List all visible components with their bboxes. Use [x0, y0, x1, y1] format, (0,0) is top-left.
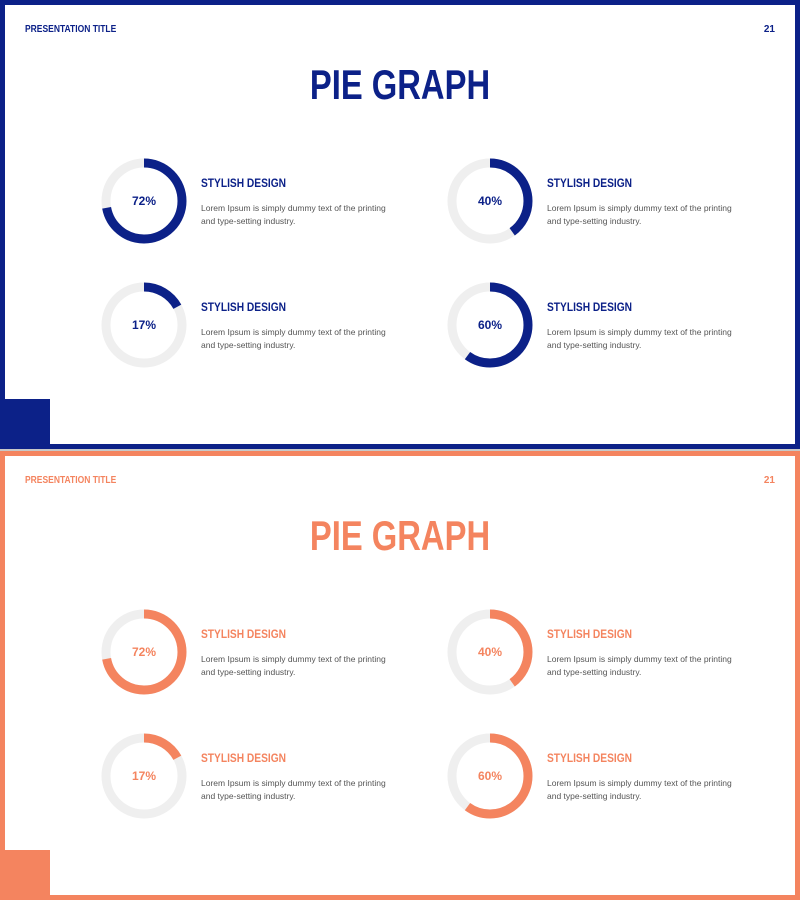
- pie-item: 60% STYLISH DESIGN Lorem Ipsum is simply…: [445, 280, 785, 370]
- slide-heading: PIE GRAPH: [309, 61, 491, 108]
- pie-item: 72% STYLISH DESIGN Lorem Ipsum is simply…: [99, 607, 439, 697]
- slide: PRESENTATION TITLE 21 PIE GRAPH 72% STYL…: [0, 451, 800, 900]
- percent-label: 40%: [477, 194, 503, 208]
- percent-label: 72%: [131, 645, 157, 659]
- percent-label: 17%: [131, 318, 157, 332]
- donut-value-arc: [101, 733, 187, 819]
- page-number: 21: [763, 475, 775, 486]
- donut-chart: [447, 609, 533, 695]
- percent-label: 60%: [477, 769, 503, 783]
- donut-value-arc: [447, 158, 533, 244]
- item-title: STYLISH DESIGN: [547, 627, 633, 641]
- pie-item: 72% STYLISH DESIGN Lorem Ipsum is simply…: [99, 156, 439, 246]
- item-description: Lorem Ipsum is simply dummy text of the …: [547, 654, 732, 677]
- item-description: Lorem Ipsum is simply dummy text of the …: [201, 654, 386, 677]
- item-description: Lorem Ipsum is simply dummy text of the …: [547, 327, 732, 350]
- pie-item: 17% STYLISH DESIGN Lorem Ipsum is simply…: [99, 731, 439, 821]
- page-number: 21: [763, 24, 775, 35]
- item-title: STYLISH DESIGN: [201, 300, 287, 314]
- presentation-title: PRESENTATION TITLE: [25, 24, 117, 35]
- item-title: STYLISH DESIGN: [547, 300, 633, 314]
- item-description: Lorem Ipsum is simply dummy text of the …: [547, 778, 732, 801]
- item-title: STYLISH DESIGN: [547, 751, 633, 765]
- donut-value-arc: [101, 158, 187, 244]
- slide: PRESENTATION TITLE 21 PIE GRAPH 72% STYL…: [0, 0, 800, 449]
- item-title: STYLISH DESIGN: [201, 176, 287, 190]
- pie-item: 60% STYLISH DESIGN Lorem Ipsum is simply…: [445, 731, 785, 821]
- slide-heading: PIE GRAPH: [309, 512, 491, 559]
- percent-label: 72%: [131, 194, 157, 208]
- donut-value-arc: [101, 282, 187, 368]
- item-description: Lorem Ipsum is simply dummy text of the …: [201, 778, 386, 801]
- donut-chart: [447, 282, 533, 368]
- presentation-title: PRESENTATION TITLE: [25, 475, 117, 486]
- pie-item: 40% STYLISH DESIGN Lorem Ipsum is simply…: [445, 607, 785, 697]
- pie-item: 17% STYLISH DESIGN Lorem Ipsum is simply…: [99, 280, 439, 370]
- item-description: Lorem Ipsum is simply dummy text of the …: [547, 203, 732, 226]
- donut-value-arc: [447, 282, 533, 368]
- item-description: Lorem Ipsum is simply dummy text of the …: [201, 203, 386, 226]
- item-description: Lorem Ipsum is simply dummy text of the …: [201, 327, 386, 350]
- item-title: STYLISH DESIGN: [547, 176, 633, 190]
- donut-chart: [101, 282, 187, 368]
- percent-label: 40%: [477, 645, 503, 659]
- pie-item: 40% STYLISH DESIGN Lorem Ipsum is simply…: [445, 156, 785, 246]
- corner-square: [2, 850, 50, 898]
- corner-square: [2, 399, 50, 447]
- donut-chart: [447, 158, 533, 244]
- percent-label: 60%: [477, 318, 503, 332]
- donut-value-arc: [101, 609, 187, 695]
- donut-chart: [447, 733, 533, 819]
- item-title: STYLISH DESIGN: [201, 627, 287, 641]
- donut-chart: [101, 609, 187, 695]
- donut-chart: [101, 733, 187, 819]
- donut-chart: [101, 158, 187, 244]
- percent-label: 17%: [131, 769, 157, 783]
- donut-value-arc: [447, 609, 533, 695]
- donut-value-arc: [447, 733, 533, 819]
- item-title: STYLISH DESIGN: [201, 751, 287, 765]
